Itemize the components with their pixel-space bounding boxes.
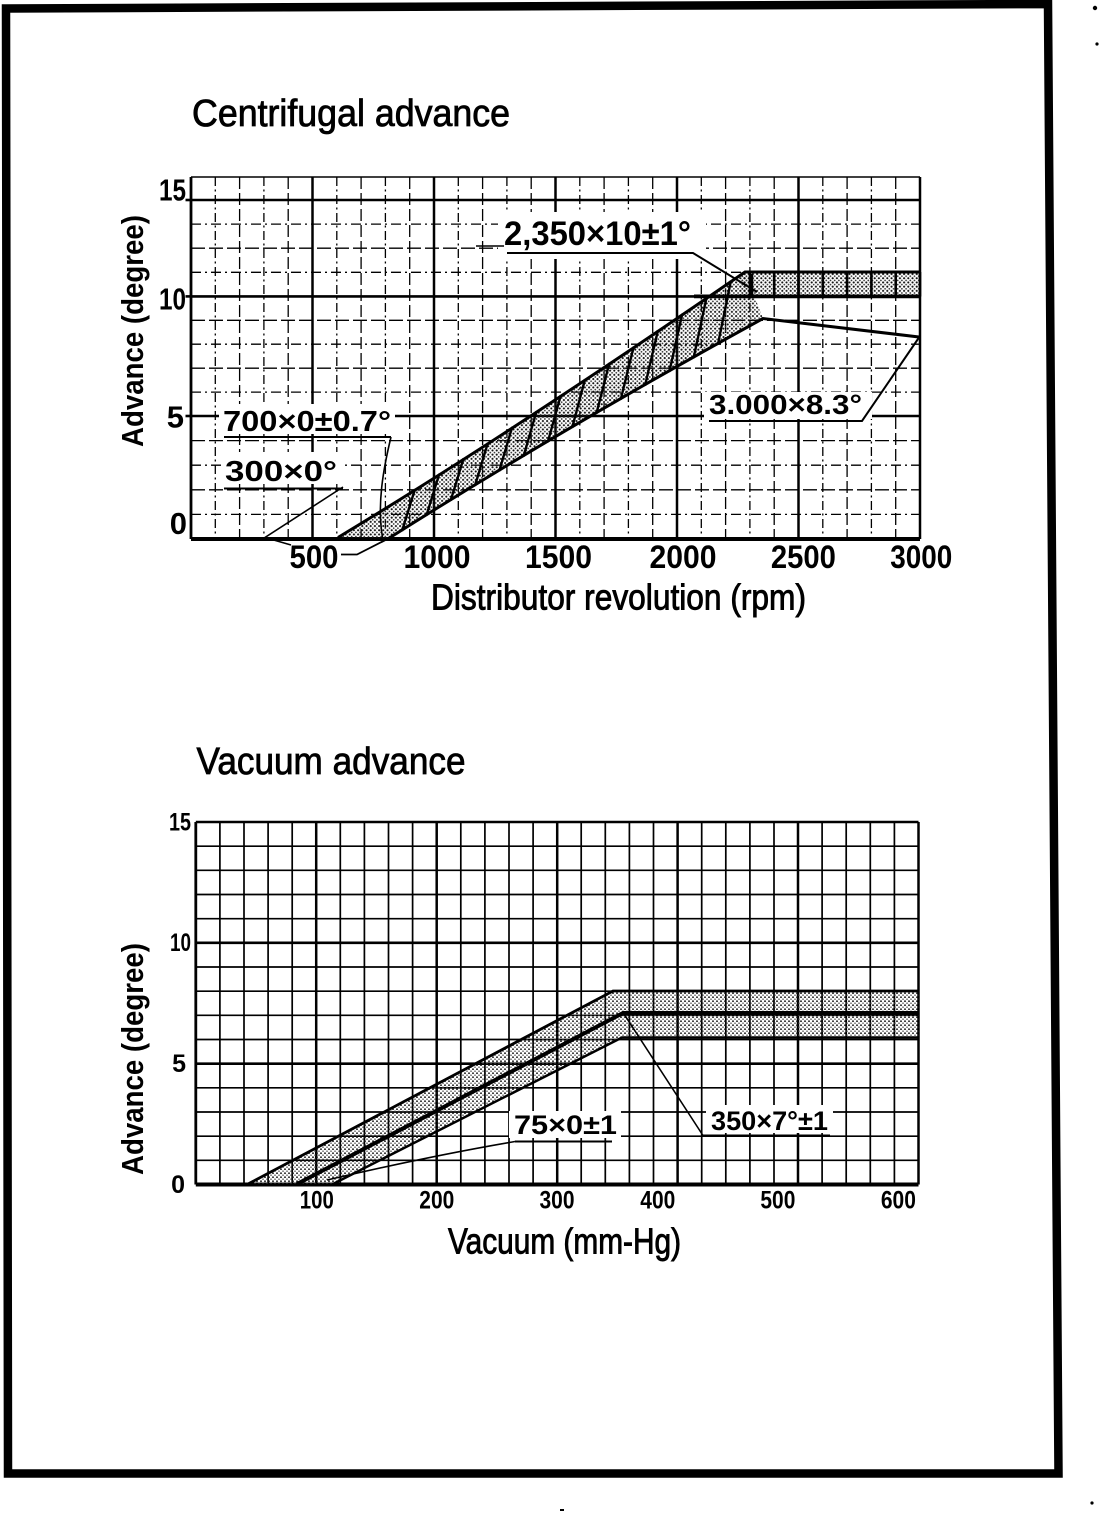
svg-text:3000: 3000 <box>890 539 952 575</box>
svg-text:Vacuum advance: Vacuum advance <box>197 741 466 783</box>
svg-text:2000: 2000 <box>650 539 717 575</box>
svg-text:500: 500 <box>760 1187 795 1215</box>
svg-text:1000: 1000 <box>404 539 471 575</box>
svg-text:2,350×10±1°: 2,350×10±1° <box>504 215 691 253</box>
svg-text:500: 500 <box>290 539 339 575</box>
svg-text:1500: 1500 <box>525 539 592 575</box>
svg-text:Centrifugal advance: Centrifugal advance <box>192 93 510 135</box>
svg-text:5: 5 <box>172 1050 186 1078</box>
svg-text:10: 10 <box>170 929 191 957</box>
svg-text:600: 600 <box>881 1187 916 1215</box>
svg-text:100: 100 <box>300 1187 334 1215</box>
svg-text:Vacuum (mm-Hg): Vacuum (mm-Hg) <box>448 1221 681 1262</box>
svg-text:300×0°: 300×0° <box>225 456 337 488</box>
svg-text:Distributor revolution (rpm): Distributor revolution (rpm) <box>431 577 806 618</box>
svg-text:75×0±1: 75×0±1 <box>514 1110 617 1140</box>
svg-text:10: 10 <box>159 282 186 317</box>
svg-text:400: 400 <box>640 1187 675 1215</box>
svg-text:Advance (degree): Advance (degree) <box>115 215 150 447</box>
svg-text:5: 5 <box>167 400 184 435</box>
svg-text:15: 15 <box>159 173 186 208</box>
svg-text:15: 15 <box>169 809 191 837</box>
svg-text:300: 300 <box>540 1187 575 1215</box>
svg-text:350×7°±1: 350×7°±1 <box>711 1106 828 1136</box>
svg-text:2500: 2500 <box>771 539 836 575</box>
svg-text:0: 0 <box>170 506 187 541</box>
svg-text:0: 0 <box>171 1171 185 1199</box>
svg-text:700×0±0.7°: 700×0±0.7° <box>223 406 391 438</box>
svg-text:200: 200 <box>419 1187 454 1215</box>
svg-text:Advance (degree): Advance (degree) <box>115 943 150 1175</box>
svg-text:3.000×8.3°: 3.000×8.3° <box>709 389 862 420</box>
